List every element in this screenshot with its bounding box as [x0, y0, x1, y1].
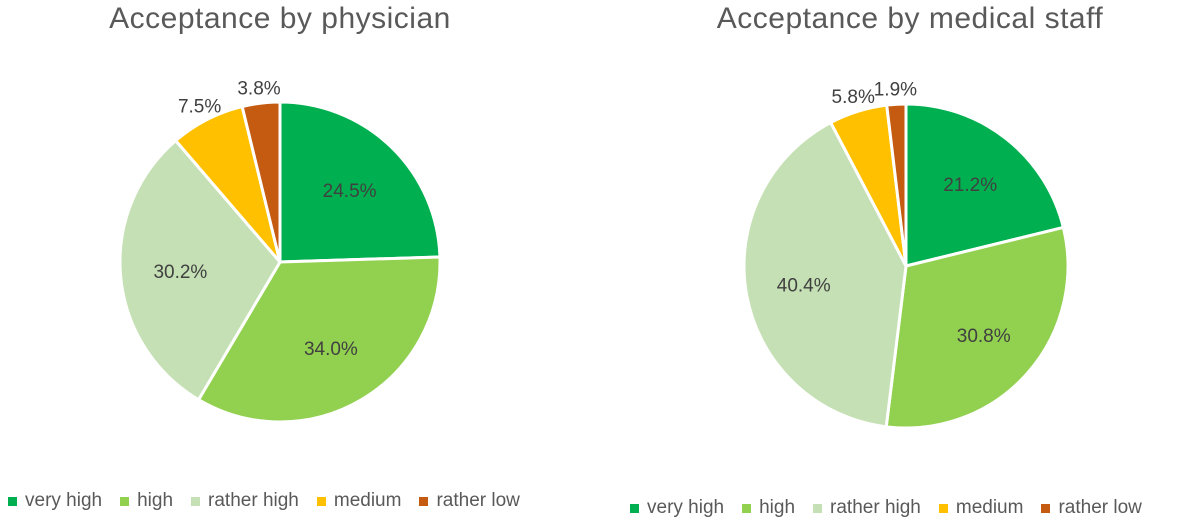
legend-item-very-high: very high	[8, 490, 102, 512]
legend-label: rather low	[1058, 497, 1142, 518]
legend-item-high: high	[742, 497, 795, 519]
legend-label: rather low	[436, 490, 520, 511]
legend-swatch	[630, 503, 639, 513]
legend-item-rather-low: rather low	[1041, 497, 1142, 519]
chart-medical-staff: Acceptance by medical staff 21.2% 30.8% 40…	[600, 0, 1200, 523]
legend-label: rather high	[208, 490, 299, 511]
chart-title: Acceptance by medical staff	[716, 2, 1104, 35]
data-label-rather-high: 40.4%	[777, 276, 831, 297]
legend-item-very-high: very high	[630, 497, 724, 519]
legend-swatch	[120, 496, 130, 506]
data-label-very-high: 24.5%	[323, 181, 377, 202]
data-label-rather-low: 3.8%	[237, 78, 280, 99]
legend-swatch	[742, 503, 752, 513]
legend-label: high	[137, 490, 174, 511]
data-label-high: 34.0%	[304, 339, 358, 360]
chart-title: Acceptance by physician	[109, 2, 451, 35]
legend-swatch	[1041, 503, 1051, 513]
legend-label: medium	[955, 497, 1024, 518]
legend-item-high: high	[120, 490, 173, 512]
pie-slice-rather-high	[118, 139, 282, 402]
legend-item-rather-low: rather low	[419, 490, 520, 512]
legend-swatch	[316, 496, 326, 506]
chart-physician: Acceptance by physician 24.5% 34.0% 30.2% 7…	[8, 2, 538, 512]
legend-item-medium: medium	[316, 490, 402, 512]
legend-label: very high	[647, 497, 725, 518]
data-label-high: 30.8%	[957, 326, 1011, 347]
data-label-rather-low: 1.9%	[874, 79, 917, 100]
legend-label: rather high	[830, 497, 921, 518]
legend-swatch	[938, 503, 948, 513]
legend-label: medium	[333, 490, 402, 511]
legend-swatch	[8, 496, 17, 506]
pie-slice-high	[884, 225, 1070, 430]
pie-slice-rather-high	[742, 121, 908, 429]
legend-item-rather-high: rather high	[813, 497, 921, 519]
pie-chart-medical-staff: 21.2% 30.8% 40.4% 5.8%1.9%	[742, 79, 1070, 430]
pie-slice-rather-low	[885, 102, 908, 268]
legend: very high high rather high medium rather low	[630, 497, 1160, 519]
pie-slice-very-high	[904, 102, 1065, 268]
legend-label: very high	[25, 490, 103, 511]
data-label-rather-high: 30.2%	[153, 262, 207, 283]
pie-slice-rather-low	[240, 100, 282, 264]
data-label-very-high: 21.2%	[943, 175, 997, 196]
pie-slice-very-high	[278, 100, 442, 264]
legend-label: high	[759, 497, 796, 518]
legend-swatch	[419, 496, 429, 506]
data-label-medium: 5.8%	[832, 87, 875, 108]
legend-item-medium: medium	[938, 497, 1024, 519]
pie-chart-physician: 24.5% 34.0% 30.2% 7.5% 3.8%	[118, 78, 442, 424]
legend-swatch	[191, 496, 201, 506]
legend-swatch	[813, 503, 823, 513]
legend-item-rather-high: rather high	[191, 490, 299, 512]
legend: very high high rather high medium rather low	[8, 490, 538, 512]
data-label-medium: 7.5%	[178, 96, 221, 117]
